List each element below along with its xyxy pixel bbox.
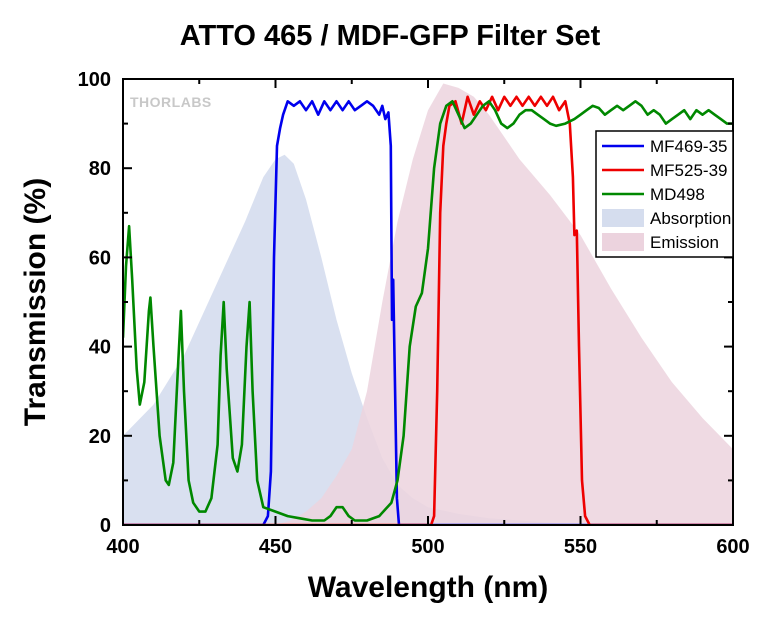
- legend-label-md498: MD498: [650, 185, 705, 204]
- x-tick-label: 500: [411, 536, 444, 558]
- x-tick-label: 600: [716, 536, 749, 558]
- legend: MF469-35 MF525-39 MD498 Absorption Emission: [595, 130, 734, 258]
- legend-label-emission: Emission: [650, 233, 719, 252]
- x-tick-label: 450: [259, 536, 292, 558]
- legend-swatch-absorption: [602, 209, 644, 227]
- legend-swatch-emission: [602, 233, 644, 251]
- thorlabs-logo: THORLABS: [130, 94, 212, 110]
- legend-label-mf469-35: MF469-35: [650, 137, 727, 156]
- x-axis-label: Wavelength (nm): [308, 571, 549, 604]
- y-tick-label: 100: [78, 69, 111, 91]
- series-mf525-39-line: [123, 95, 733, 525]
- legend-label-absorption: Absorption: [650, 209, 731, 228]
- y-tick-label: 40: [89, 337, 111, 359]
- legend-label-mf525-39: MF525-39: [650, 161, 727, 180]
- x-tick-label: 550: [564, 536, 597, 558]
- y-tick-label: 20: [89, 426, 111, 448]
- x-tick-label: 400: [106, 536, 139, 558]
- y-tick-label: 80: [89, 158, 111, 180]
- chart-title: ATTO 465 / MDF-GFP Filter Set: [179, 20, 601, 52]
- y-tick-label: 0: [100, 515, 111, 537]
- series-mf469-35-line: [123, 100, 733, 525]
- series-md498-line: [123, 100, 733, 522]
- y-tick-label: 60: [89, 247, 111, 269]
- y-axis-label: Transmission (%): [19, 178, 52, 426]
